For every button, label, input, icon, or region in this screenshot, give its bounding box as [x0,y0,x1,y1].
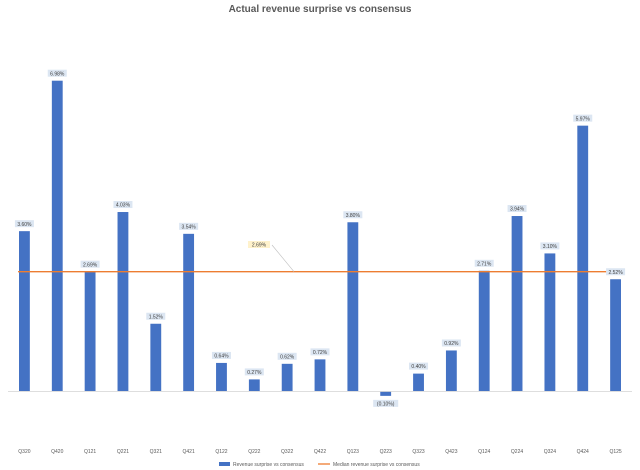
x-tick-Q422: Q422 [314,449,326,455]
bar-Q123 [347,222,359,392]
data-label-Q420: 6.98% [50,71,65,77]
x-tick-Q124: Q124 [478,449,490,455]
data-label-Q320: 3.60% [17,222,32,228]
bar-Q320 [19,231,30,392]
data-label-box-Q125 [606,268,626,276]
median-callout-box [248,241,270,248]
x-tick-Q423: Q423 [445,449,457,455]
data-label-Q324: 3.10% [543,244,558,250]
data-label-Q124: 2.71% [477,261,492,267]
bar-Q323 [413,373,424,392]
data-label-box-Q221 [113,201,133,209]
x-tick-Q224: Q224 [511,449,523,455]
bar-Q223 [380,391,392,396]
median-callout-leader [271,244,295,272]
x-tick-Q421: Q421 [183,449,195,455]
data-label-Q122: 0.64% [214,354,229,360]
median-callout-label: 2.69% [252,243,267,249]
x-tick-group: Q320 Q420 Q121 Q221 Q321 Q421 Q122 Q222 Q322 Q422… [18,449,622,455]
x-tick-Q121: Q121 [84,449,96,455]
data-label-box-Q122 [211,351,231,359]
data-label-box-Q322 [277,352,297,360]
x-tick-Q322: Q322 [281,449,293,455]
data-label-box-Q421 [179,222,199,230]
data-label-box-Q223 [373,399,399,407]
data-label-box-Q323 [409,362,429,370]
data-label-Q423: 0.92% [444,341,459,347]
data-label-Q123: 3.80% [346,213,361,219]
x-tick-Q424: Q424 [577,449,589,455]
data-label-Q121: 2.69% [83,262,98,268]
x-tick-Q323: Q323 [412,449,424,455]
chart-title: Actual revenue surprise vs consensus [229,4,412,15]
bar-Q422 [314,359,326,392]
x-tick-Q223: Q223 [380,449,392,455]
data-label-Q224: 3.94% [510,207,525,213]
data-label-box-Q124 [474,259,494,267]
data-label-box-Q321 [146,312,166,320]
bar-Q222 [248,379,260,392]
x-tick-Q321: Q321 [150,449,162,455]
data-label-Q321: 1.52% [149,314,164,320]
x-tick-Q125: Q125 [609,449,621,455]
x-tick-Q420: Q420 [51,449,63,455]
data-label-Q322: 0.62% [280,354,295,360]
legend-swatch-revenue-surprise [219,462,230,466]
bar-Q125 [610,279,621,392]
bar-Q423 [445,350,457,392]
data-label-Q422: 0.72% [313,350,328,356]
data-label-box-Q121 [80,260,100,268]
x-tick-Q222: Q222 [248,449,260,455]
x-tick-Q221: Q221 [117,449,129,455]
bar-Q221 [117,212,129,392]
legend-label-revenue-surprise: Revenue surprise vs consensus [233,462,304,468]
data-label-group: 3.60% 6.98% 2.69% 4.03% 1.52% 3.54% 0.64% 0.27%… [14,69,626,407]
bar-Q421 [183,233,195,392]
data-label-box-Q123 [343,211,363,219]
bar-Q420 [51,80,63,392]
x-tick-Q123: Q123 [347,449,359,455]
data-label-Q222: 0.27% [247,370,262,376]
bar-Q224 [511,216,523,392]
legend: Revenue surprise vs consensus Median rev… [219,462,420,468]
data-label-box-Q422 [310,348,330,356]
bar-Q124 [478,270,490,392]
data-label-Q221: 4.03% [116,203,131,209]
legend-label-median: Median revenue surprise vs consensus [333,462,420,468]
bar-Q322 [281,363,293,392]
bar-Q122 [216,362,227,392]
data-label-Q125: 2.52% [608,270,623,276]
bar-Q321 [150,323,162,392]
data-label-box-Q320 [14,220,34,228]
median-line-group: 2.69% [18,241,622,273]
x-tick-Q320: Q320 [18,449,30,455]
data-label-Q323: 0.40% [411,364,426,370]
data-label-box-Q423 [441,339,461,347]
bar-Q424 [577,125,589,392]
data-label-Q223: (0.10%) [377,401,395,407]
x-tick-Q324: Q324 [544,449,556,455]
data-label-Q424: 5.97% [576,116,591,122]
bar-Q324 [544,253,556,392]
bar-Q121 [84,271,96,392]
data-label-Q421: 3.54% [182,224,197,230]
data-label-box-Q224 [507,205,527,213]
x-tick-Q122: Q122 [215,449,227,455]
data-label-box-Q222 [244,368,264,376]
data-label-box-Q420 [47,69,67,77]
data-label-box-Q424 [573,114,593,122]
data-label-box-Q324 [540,242,560,250]
bar-group [19,80,621,396]
